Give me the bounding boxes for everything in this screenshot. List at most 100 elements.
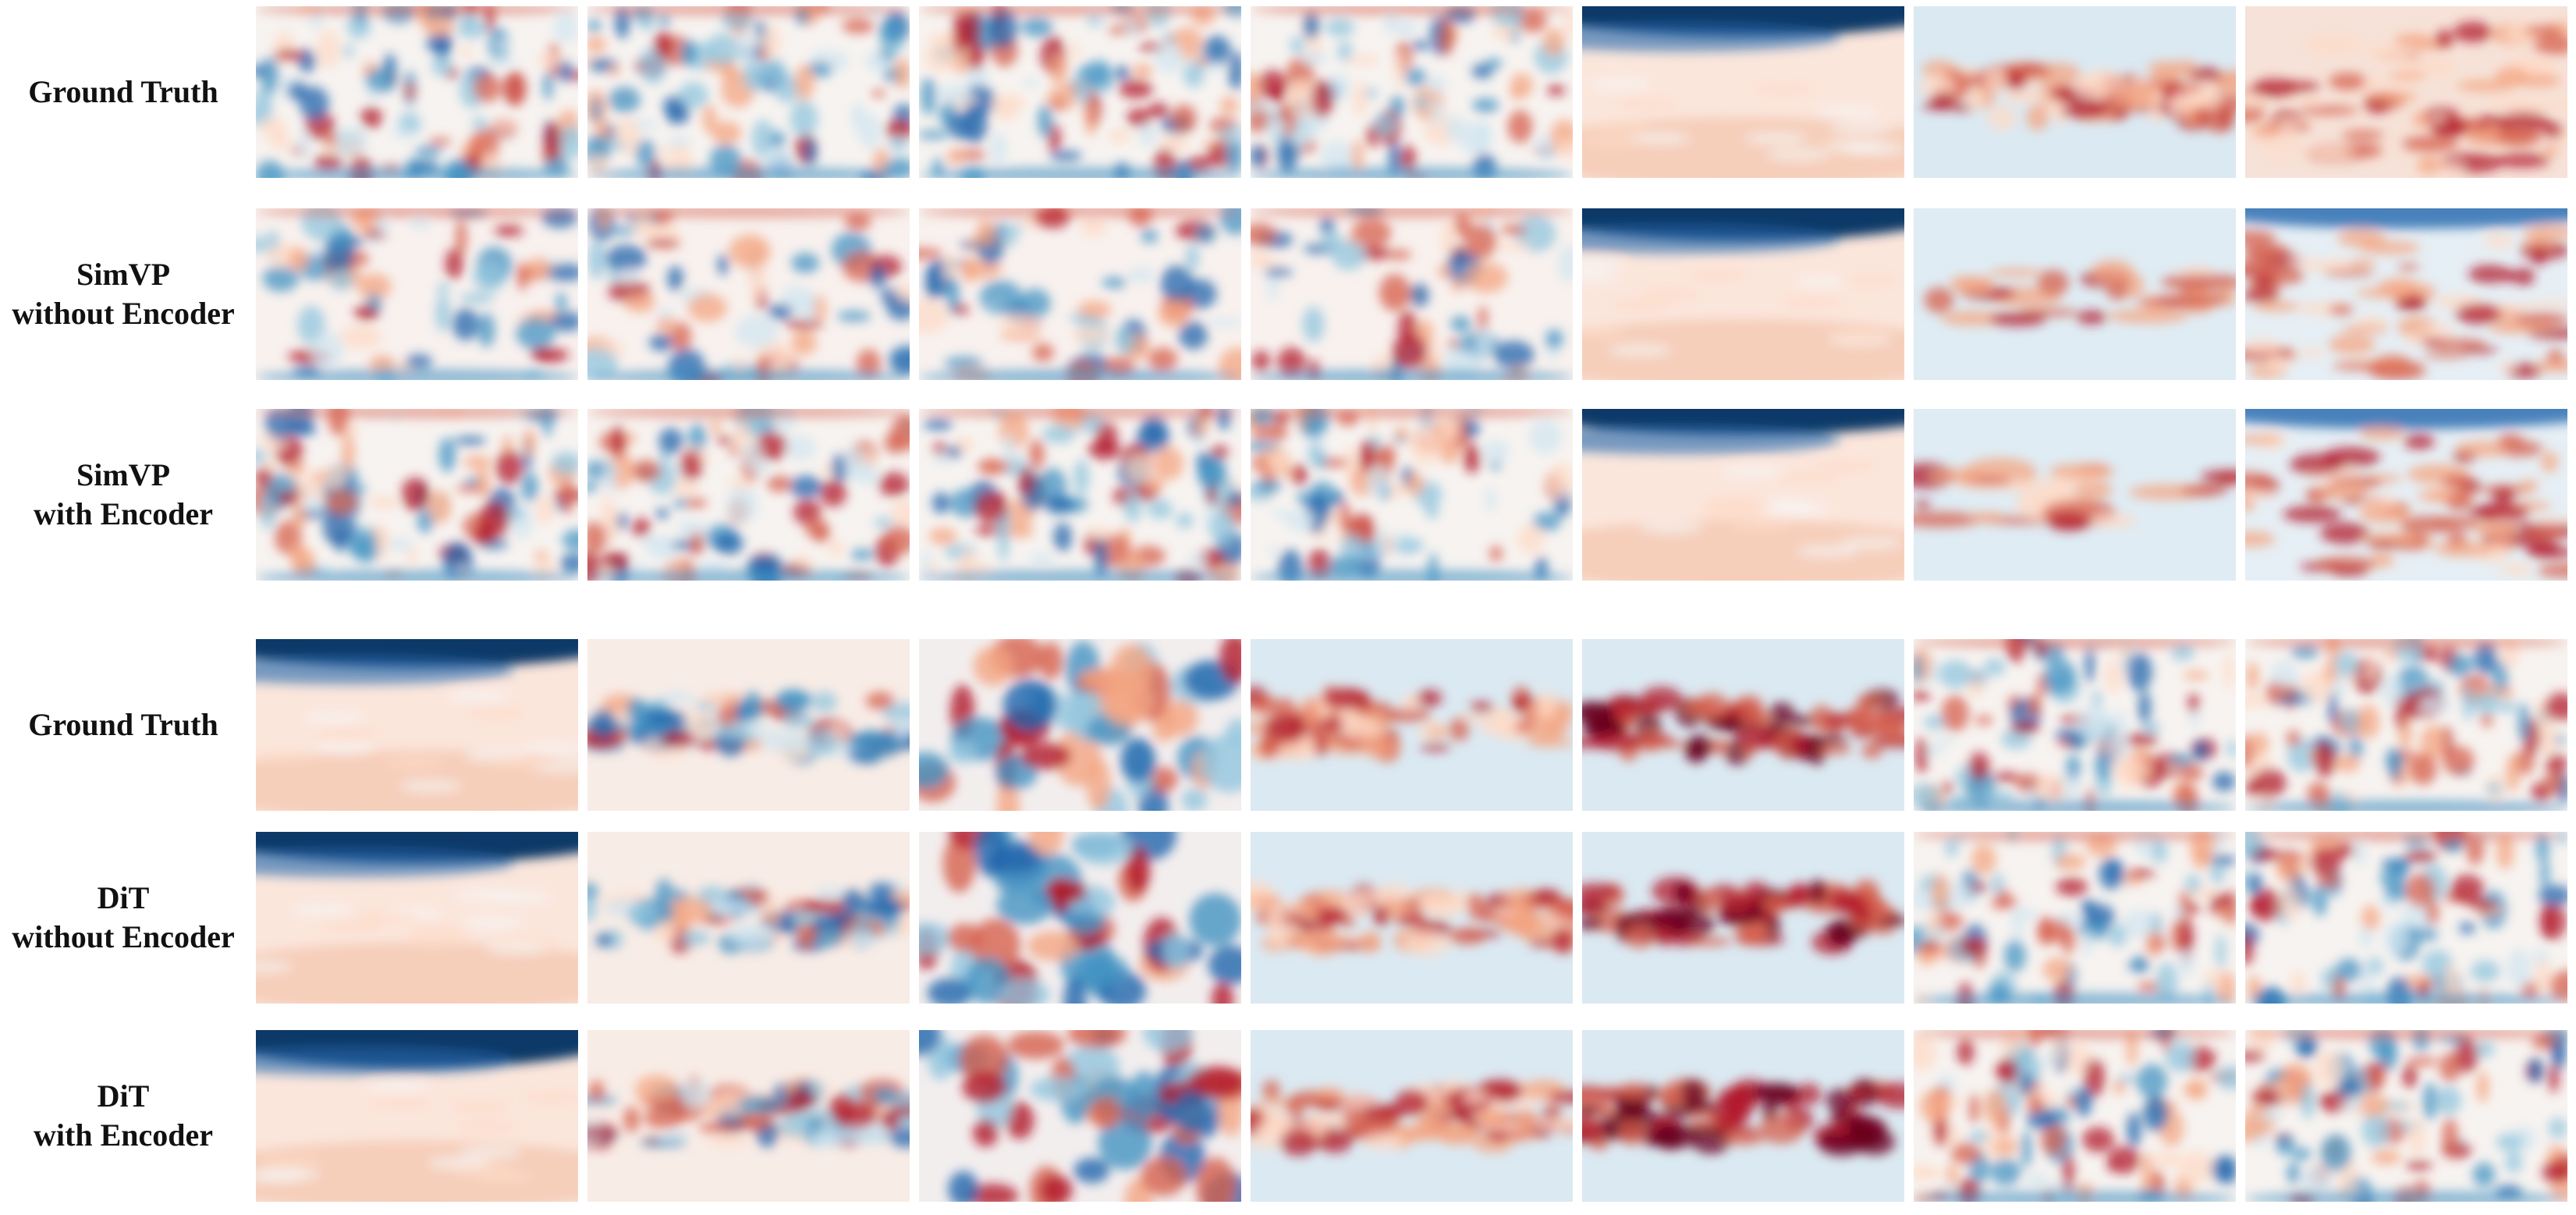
blob <box>769 130 786 148</box>
blob <box>919 1030 941 1057</box>
blob <box>559 553 578 574</box>
blob <box>919 247 943 259</box>
blob <box>1094 538 1109 577</box>
blob <box>1262 1080 1281 1100</box>
blob <box>1342 716 1379 740</box>
blob <box>1686 734 1713 759</box>
blob <box>1366 464 1389 497</box>
panel-texture <box>1914 1030 2236 1202</box>
blob <box>2312 883 2328 917</box>
blob <box>2391 77 2416 87</box>
blob <box>628 903 656 922</box>
blob <box>587 570 910 581</box>
blob <box>2429 491 2456 499</box>
blob <box>1582 270 1620 283</box>
blob <box>587 348 619 380</box>
blob <box>352 251 369 266</box>
blob <box>2099 858 2124 890</box>
blob <box>2535 832 2549 863</box>
blob <box>1987 105 2017 131</box>
blob <box>1270 510 1293 518</box>
blob <box>2245 1191 2567 1202</box>
blob <box>1045 495 1073 515</box>
blob <box>256 235 265 254</box>
blob <box>2245 662 2259 691</box>
blob <box>1352 81 1368 118</box>
blob <box>694 702 717 712</box>
blob <box>1993 1139 2018 1155</box>
blob <box>2420 725 2448 759</box>
blob <box>856 349 882 379</box>
row-label: with Encoder <box>34 496 213 531</box>
blob <box>919 922 952 954</box>
blob <box>1347 55 1381 66</box>
blob <box>1582 702 1616 727</box>
blob <box>2067 737 2085 749</box>
blob <box>1049 54 1068 86</box>
panel-texture <box>256 409 578 581</box>
blob <box>871 89 886 98</box>
blob <box>2484 233 2514 249</box>
blob <box>2454 441 2510 457</box>
blob <box>1030 1076 1087 1102</box>
blob <box>405 354 433 368</box>
blob <box>370 1096 433 1109</box>
blob <box>2046 511 2091 531</box>
blob <box>1971 844 1996 876</box>
panel-texture <box>2245 21 2567 176</box>
blob <box>2245 993 2567 1004</box>
blob <box>2290 971 2306 994</box>
blob <box>2024 1174 2051 1187</box>
blob <box>1325 18 1355 37</box>
blob <box>726 485 758 524</box>
blob <box>2397 263 2420 271</box>
blob <box>1968 1093 1980 1124</box>
blob <box>1360 734 1400 759</box>
blob <box>1252 695 1278 715</box>
blob <box>1411 40 1428 51</box>
blob <box>256 961 293 974</box>
blob <box>1785 715 1814 727</box>
blob <box>1114 326 1134 354</box>
panel-texture <box>587 1075 910 1149</box>
blob <box>1914 925 1922 954</box>
blob <box>1553 898 1573 921</box>
blob <box>1950 1142 1982 1164</box>
blob <box>1038 641 1063 680</box>
blob <box>2462 685 2475 721</box>
blob <box>406 545 417 566</box>
blob <box>776 689 811 713</box>
blob <box>561 479 574 514</box>
blob <box>1558 245 1573 282</box>
blob <box>587 6 910 16</box>
blob <box>1278 549 1303 581</box>
blob <box>2107 308 2189 324</box>
blob <box>1153 147 1177 178</box>
blob <box>623 1107 640 1132</box>
blob <box>2359 427 2404 440</box>
blob <box>2381 674 2404 706</box>
blob <box>2534 100 2567 111</box>
panel-texture <box>587 208 910 380</box>
field-panel <box>1582 832 1904 1004</box>
blob <box>2453 21 2493 43</box>
blob <box>459 293 495 304</box>
blob <box>1315 1087 1346 1098</box>
blob <box>1276 743 1318 761</box>
blob <box>2534 948 2549 965</box>
blob <box>2468 503 2531 520</box>
blob <box>368 496 399 510</box>
blob <box>751 119 775 158</box>
blob <box>588 1080 605 1102</box>
panel-texture <box>2245 639 2567 811</box>
blob <box>1983 658 2006 677</box>
blob <box>1048 123 1061 153</box>
blob <box>2408 1118 2426 1157</box>
blob <box>2299 348 2324 357</box>
field-panel <box>1251 1030 1573 1202</box>
blob <box>2276 118 2299 131</box>
blob <box>1317 1127 1354 1153</box>
blob <box>811 50 837 61</box>
blob <box>520 742 578 755</box>
blob <box>556 295 567 308</box>
